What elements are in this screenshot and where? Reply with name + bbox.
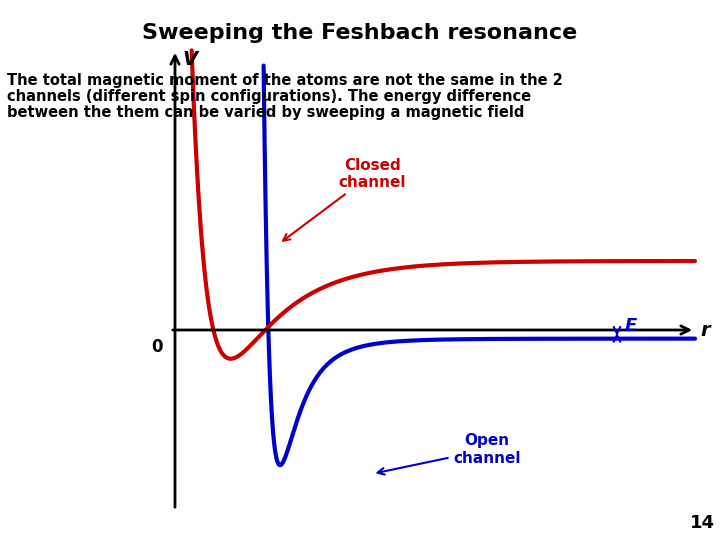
Text: 0: 0 [151,338,163,356]
Text: E: E [625,318,637,335]
Text: V: V [183,50,198,69]
Text: Closed
channel: Closed channel [283,158,406,241]
Text: channels (different spin configurations). The energy difference: channels (different spin configurations)… [7,89,531,104]
Text: Sweeping the Feshbach resonance: Sweeping the Feshbach resonance [143,23,577,43]
Text: The total magnetic moment of the atoms are not the same in the 2: The total magnetic moment of the atoms a… [7,73,563,88]
Text: r: r [700,321,710,340]
Text: Open
channel: Open channel [377,434,521,475]
Text: 14: 14 [690,514,715,532]
Text: between the them can be varied by sweeping a magnetic field: between the them can be varied by sweepi… [7,105,525,120]
